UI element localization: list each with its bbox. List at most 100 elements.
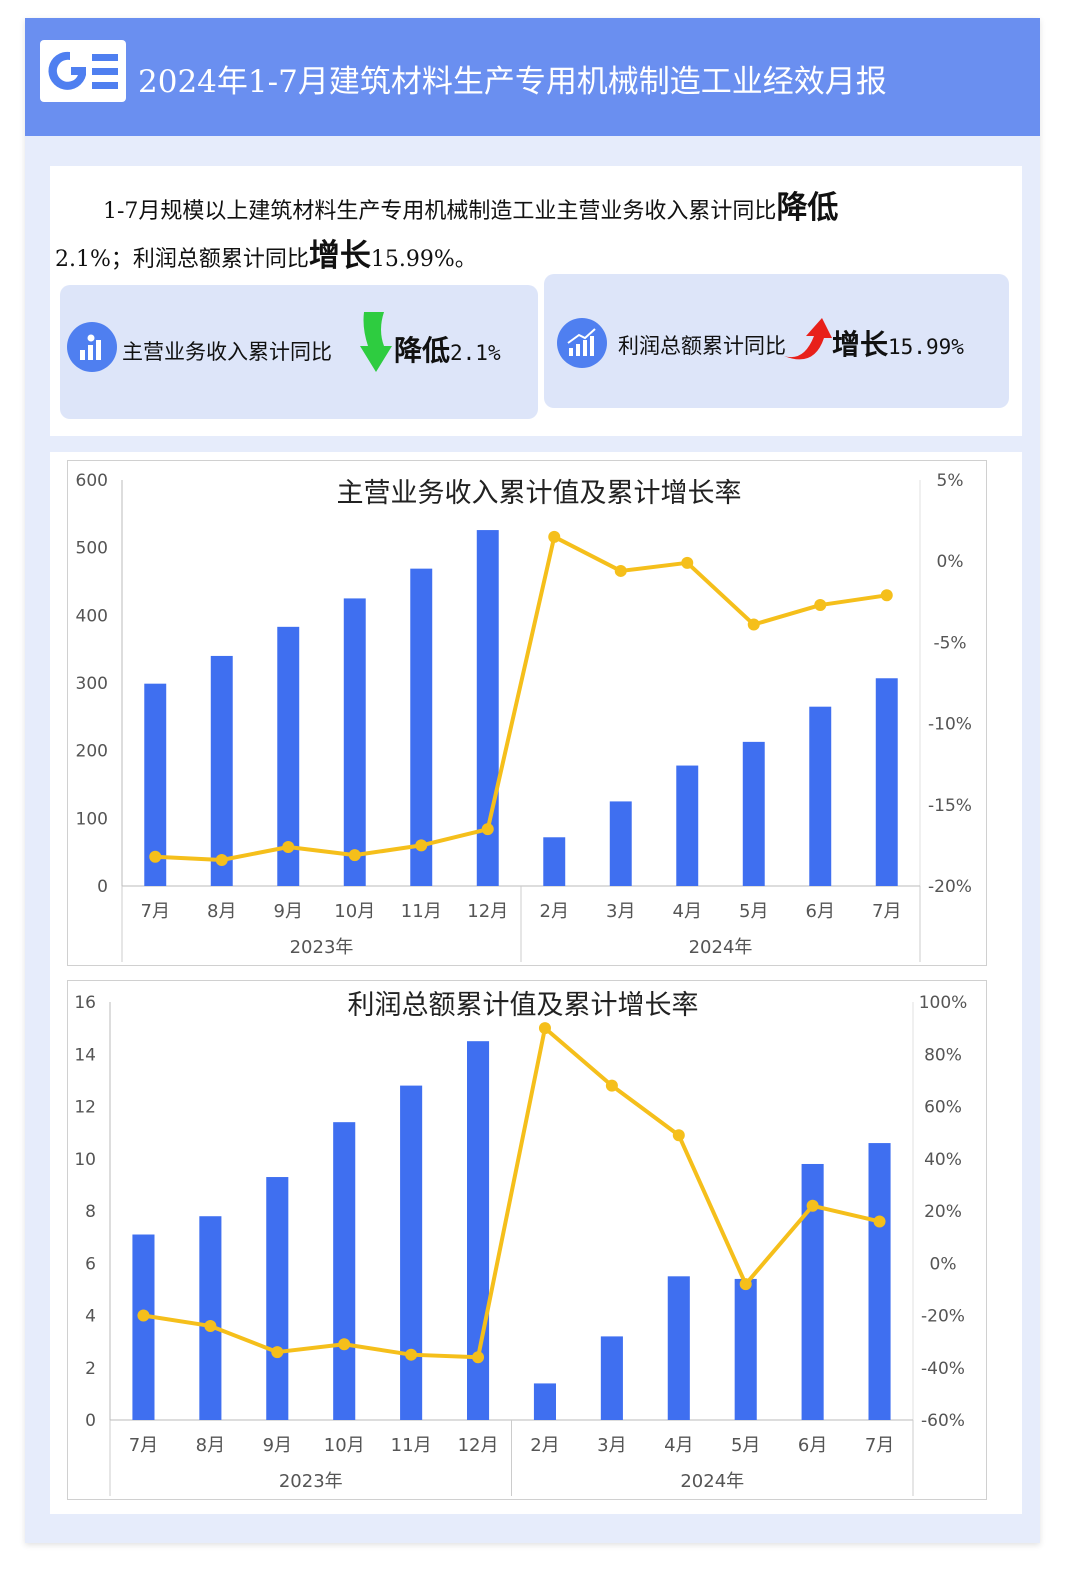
- revenue-chart-x-tick: 2月: [540, 901, 569, 922]
- profit-chart-y2-tick: 20%: [924, 1202, 962, 1222]
- profit-chart-x-tick: 6月: [798, 1435, 827, 1456]
- revenue-chart-growth-point: [481, 823, 494, 836]
- revenue-chart: 0 100 200 300 400 500 600 -20% -15% -10% -5% 0% 5% 7月…: [67, 460, 987, 966]
- profit-stat-number: 15.99%: [888, 335, 964, 359]
- profit-chart-title: 利润总额累计值及累计增长率: [348, 990, 699, 1021]
- revenue-chart-growth-point: [149, 850, 162, 863]
- revenue-chart-bar: [676, 765, 699, 886]
- profit-chart-bar: [734, 1278, 757, 1420]
- profit-chart-y-tick: 16: [74, 993, 96, 1013]
- profit-stat-verb: 增长: [832, 328, 889, 361]
- profit-chart-y2-tick: -60%: [921, 1411, 965, 1431]
- profit-chart-bar: [868, 1143, 891, 1420]
- profit-chart-y2-tick: 80%: [924, 1045, 962, 1065]
- revenue-chart-bar: [210, 655, 233, 886]
- page-title: 2024年1-7月建筑材料生产专用机械制造工业经效月报: [138, 64, 887, 100]
- profit-chart-y-tick: 0: [85, 1411, 96, 1431]
- down-arrow-icon: [358, 312, 394, 376]
- profit-chart-x-tick: 9月: [263, 1435, 292, 1456]
- revenue-chart-group-label: 2023年: [290, 937, 354, 958]
- revenue-chart-x-tick: 7月: [872, 901, 901, 922]
- profit-chart-growth-point: [605, 1079, 618, 1092]
- profit-chart-icon: [557, 318, 607, 368]
- revenue-chart-growth-point: [614, 564, 627, 577]
- up-arrow-icon: [784, 318, 832, 368]
- revenue-stat-value: 降低2.1%: [394, 329, 501, 369]
- profit-chart-x-tick: 8月: [196, 1435, 225, 1456]
- profit-chart-growth-point: [472, 1351, 485, 1364]
- revenue-chart-bar: [144, 683, 167, 886]
- revenue-chart-y-tick: 600: [76, 471, 108, 491]
- revenue-chart-icon: [67, 322, 117, 372]
- revenue-chart-bar: [277, 626, 300, 886]
- revenue-chart-y-tick: 500: [76, 539, 108, 559]
- profit-chart-group-label: 2024年: [680, 1471, 744, 1492]
- revenue-stat-number: 2.1%: [450, 341, 501, 365]
- revenue-chart-x-tick: 6月: [806, 901, 835, 922]
- profit-chart-y-tick: 8: [85, 1202, 96, 1222]
- profit-chart-y2-tick: 60%: [924, 1098, 962, 1118]
- revenue-stat-verb: 降低: [394, 334, 451, 367]
- revenue-chart-x-tick: 8月: [207, 901, 236, 922]
- profit-chart-x-tick: 3月: [597, 1435, 626, 1456]
- profit-chart-x-tick: 4月: [664, 1435, 693, 1456]
- profit-chart-x-tick: 7月: [865, 1435, 894, 1456]
- profit-chart-bar: [533, 1383, 556, 1420]
- revenue-chart-x-tick: 11月: [401, 901, 442, 922]
- profit-chart-group-label: 2023年: [279, 1471, 343, 1492]
- revenue-chart-x-tick: 12月: [467, 901, 508, 922]
- revenue-chart-y-tick: 200: [76, 742, 108, 762]
- revenue-chart-bar: [875, 678, 898, 886]
- revenue-chart-x-tick: 3月: [606, 901, 635, 922]
- profit-chart-bar: [333, 1122, 356, 1420]
- summary-verb1: 降低: [776, 190, 839, 226]
- revenue-chart-y2-tick: -10%: [928, 715, 972, 735]
- profit-stat-value: 增长15.99%: [832, 323, 964, 363]
- profit-chart-y2-tick: -40%: [921, 1359, 965, 1379]
- profit-chart-y2-tick: 100%: [919, 993, 968, 1013]
- revenue-chart-y2-tick: -5%: [933, 633, 966, 653]
- revenue-chart-growth-point: [880, 589, 893, 602]
- profit-chart-growth-point: [806, 1199, 819, 1212]
- revenue-chart-x-tick: 7月: [141, 901, 170, 922]
- profit-chart-growth-point: [204, 1319, 217, 1332]
- revenue-chart-y2-tick: 0%: [937, 552, 964, 572]
- revenue-chart-x-tick: 5月: [739, 901, 768, 922]
- profit-chart-y-tick: 14: [74, 1045, 96, 1065]
- revenue-chart-y2-tick: -20%: [928, 877, 972, 897]
- revenue-chart-growth-point: [548, 530, 561, 543]
- profit-chart-y2-tick: 40%: [924, 1150, 962, 1170]
- revenue-chart-y2-tick: 5%: [937, 471, 964, 491]
- profit-chart-bar: [801, 1163, 824, 1420]
- profit-chart-growth-point: [338, 1338, 351, 1351]
- profit-chart-y-tick: 2: [85, 1359, 96, 1379]
- profit-chart-y-tick: 10: [74, 1150, 96, 1170]
- revenue-chart-growth-point: [681, 556, 694, 569]
- summary-part1: 1-7月规模以上建筑材料生产专用机械制造工业主营业务收入累计同比: [103, 199, 777, 224]
- profit-chart-bar: [667, 1276, 690, 1420]
- profit-chart-growth-line: [143, 1026, 880, 1360]
- revenue-stat-card: [60, 285, 538, 419]
- revenue-chart-growth-point: [348, 849, 361, 862]
- revenue-chart-bar: [543, 837, 566, 886]
- summary-paragraph: 1-7月规模以上建筑材料生产专用机械制造工业主营业务收入累计同比降低 2.1%；…: [55, 186, 985, 282]
- profit-chart-growth-point: [873, 1215, 886, 1228]
- revenue-chart-bar: [609, 801, 632, 886]
- profit-chart-y2-tick: 0%: [930, 1254, 957, 1274]
- profit-chart-growth-point: [739, 1278, 752, 1291]
- revenue-chart-growth-point: [282, 841, 295, 854]
- revenue-chart-growth-point: [215, 854, 228, 867]
- revenue-chart-growth-line: [155, 534, 888, 863]
- revenue-chart-y-tick: 100: [76, 809, 108, 829]
- revenue-chart-growth-point: [415, 839, 428, 852]
- profit-chart-bar: [199, 1216, 222, 1420]
- ge-logo-icon: [40, 40, 126, 102]
- revenue-chart-y-tick: 300: [76, 674, 108, 694]
- revenue-chart-y-tick: 400: [76, 606, 108, 626]
- revenue-chart-x-tick: 4月: [673, 901, 702, 922]
- profit-stat-card: [544, 274, 1009, 408]
- profit-chart-growth-point: [137, 1309, 150, 1322]
- profit-chart-bar: [132, 1234, 155, 1420]
- revenue-chart-growth-point: [747, 618, 760, 631]
- revenue-chart-title: 主营业务收入累计值及累计增长率: [337, 478, 742, 509]
